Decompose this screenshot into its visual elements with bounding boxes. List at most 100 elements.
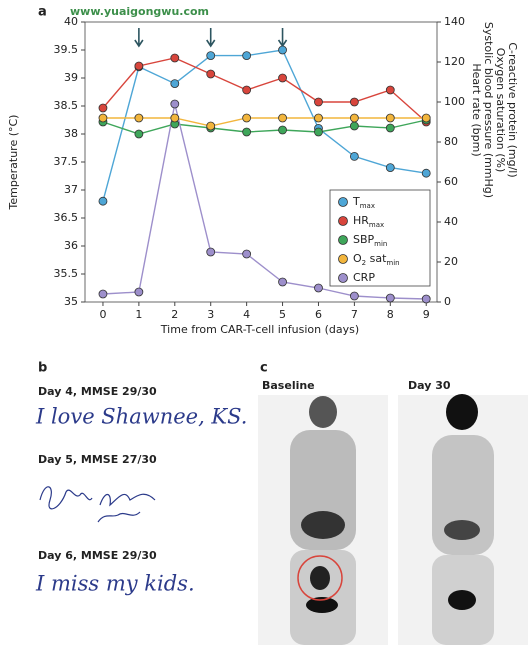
y2-tick-label: 100 (444, 95, 465, 108)
marker (385, 113, 395, 123)
legend-text: SBP (353, 233, 375, 246)
marker (242, 113, 252, 123)
series-line (102, 117, 427, 127)
y2-axis-titles: Heart rate (bpm) Systolic blood pressure… (470, 22, 519, 198)
y-axis-title: Temperature (°C) (7, 115, 20, 211)
marker (170, 99, 180, 109)
x-tick-label: 0 (99, 308, 106, 321)
y2-tick-label: 80 (444, 135, 458, 148)
y2-axis-title: Heart rate (bpm) (470, 63, 483, 156)
x-tick-label: 7 (351, 308, 358, 321)
y2-tick-label: 60 (444, 175, 458, 188)
legend-text: max (360, 202, 375, 210)
panel-label: c (260, 361, 268, 376)
series-line (102, 49, 427, 202)
marker (385, 163, 395, 173)
marker (278, 277, 287, 287)
marker (349, 151, 359, 161)
x-tick-label: 2 (171, 308, 178, 321)
pet-image (398, 394, 528, 645)
pet-image (258, 395, 388, 645)
marker (134, 287, 144, 297)
marker (134, 61, 144, 71)
marker (314, 97, 323, 107)
legend-marker (338, 197, 348, 207)
marker (206, 69, 216, 79)
arrow (134, 28, 144, 48)
marker (349, 121, 359, 131)
legend-marker (338, 216, 348, 226)
y-tick-label: 35.5 (54, 267, 79, 280)
marker (385, 293, 395, 303)
scribble (39, 486, 156, 523)
y2-axis-title: C-reactive protein (mg/l) (506, 42, 519, 177)
marker (242, 51, 252, 60)
marker (170, 113, 180, 123)
legend-marker (338, 273, 348, 283)
legend-text: CRP (353, 271, 375, 284)
series-line (102, 103, 427, 300)
y2-tick-label: 140 (444, 15, 465, 28)
marker (242, 127, 252, 137)
y-tick-label: 35 (64, 295, 78, 308)
x-axis-title: Time from CAR-T-cell infusion (days) (160, 323, 359, 336)
y-tick-label: 37 (64, 183, 78, 196)
marker (170, 53, 180, 63)
y2-axis-title: Systolic blood pressure (mmHg) (482, 22, 495, 198)
arrow (206, 28, 216, 48)
marker (242, 85, 252, 95)
marker (98, 113, 108, 123)
legend-entry: Tmax (352, 195, 375, 210)
legend-text: T (352, 195, 360, 208)
x-tick-label: 8 (387, 308, 394, 321)
series-line (102, 119, 427, 135)
legend-marker (338, 235, 348, 245)
marker (98, 103, 108, 113)
marker (314, 283, 323, 293)
marker (278, 73, 287, 83)
marker (314, 127, 323, 137)
legend-entry: CRP (353, 271, 375, 284)
x-tick-label: 1 (135, 308, 142, 321)
caption: Day 4, MMSE 29/30 (38, 385, 157, 398)
marker (134, 129, 144, 139)
y-tick-label: 38 (64, 127, 78, 140)
arrow (277, 28, 288, 48)
handwriting: I love Shawnee, KS. (35, 405, 247, 429)
x-tick-label: 4 (243, 308, 250, 321)
panel-label: b (38, 361, 47, 376)
marker (242, 249, 252, 259)
y2-tick-label: 120 (444, 55, 465, 68)
marker (98, 196, 108, 206)
marker (170, 79, 180, 88)
marker (421, 294, 431, 304)
legend-text: min (374, 240, 387, 248)
marker (314, 113, 323, 123)
marker (385, 123, 395, 133)
marker (349, 113, 359, 123)
caption: Day 6, MMSE 29/30 (38, 549, 157, 562)
legend-text: sat (366, 252, 387, 265)
marker (278, 125, 287, 135)
legend-text: min (386, 259, 399, 267)
y-tick-label: 36 (64, 239, 78, 252)
legend-text: HR (353, 214, 369, 227)
y-tick-label: 40 (64, 15, 78, 28)
marker (349, 291, 359, 301)
marker (206, 247, 216, 257)
handwriting: I miss my kids. (35, 572, 195, 596)
image-title: Day 30 (408, 379, 451, 392)
legend-marker (338, 254, 348, 264)
y2-tick-label: 40 (444, 215, 458, 228)
y-tick-label: 37.5 (54, 155, 79, 168)
legend-entry: SBPmin (353, 233, 387, 248)
panel-label: a (38, 5, 47, 20)
marker (349, 97, 359, 107)
x-tick-label: 3 (207, 308, 214, 321)
marker (278, 45, 287, 55)
marker (421, 168, 431, 178)
x-tick-label: 5 (279, 308, 286, 321)
y-tick-label: 39 (64, 71, 78, 84)
marker (206, 51, 216, 60)
